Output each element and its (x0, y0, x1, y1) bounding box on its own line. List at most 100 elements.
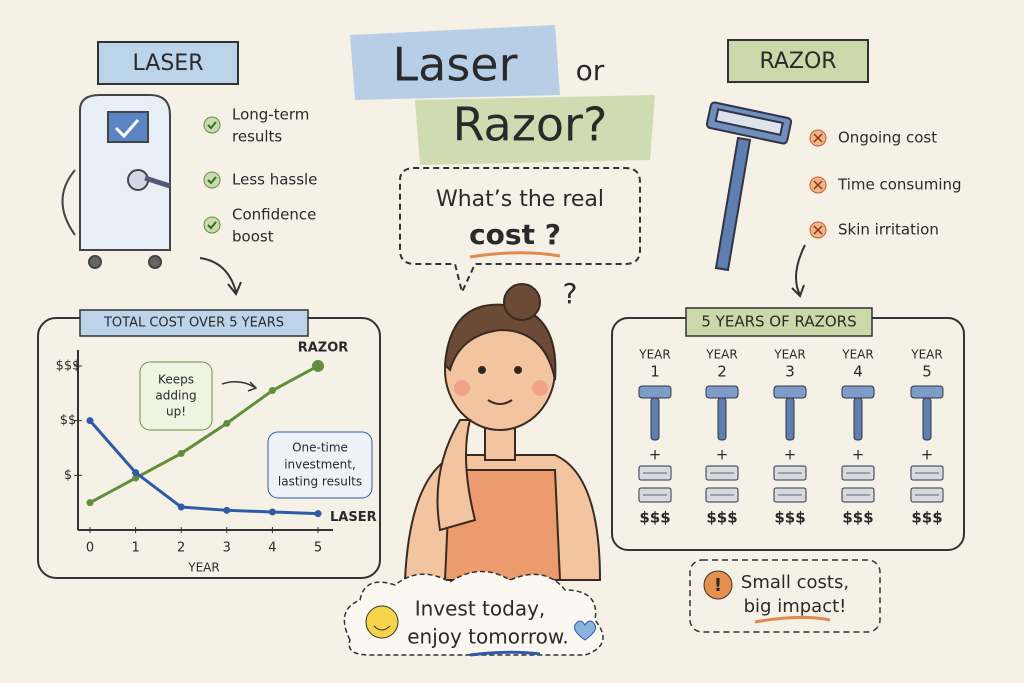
title-highlight (415, 95, 655, 165)
y-tick-label: $$$ (56, 358, 81, 373)
year-number: 4 (853, 363, 863, 381)
series-line (88, 419, 319, 516)
data-point (86, 499, 94, 507)
woman-illustration (403, 283, 602, 581)
razor-handle (922, 397, 932, 441)
x-tick-label: 0 (86, 541, 94, 556)
year-label: YEAR (638, 348, 670, 362)
razor-years-title: 5 YEARS OF RAZORS (701, 313, 856, 331)
question: cost ? (469, 218, 561, 251)
check-icon (203, 216, 221, 234)
annotation: lasting results (278, 475, 362, 489)
cost-label: $$$ (842, 509, 873, 527)
check-icon (203, 116, 221, 134)
smiley (365, 605, 399, 639)
x-tick-label: 4 (268, 541, 276, 556)
check-mark (207, 176, 217, 185)
razor-handle (650, 397, 660, 441)
razor-handle (785, 397, 795, 441)
cost-label: $$$ (706, 509, 737, 527)
check-mark (207, 221, 217, 230)
plus-sign: + (716, 446, 729, 464)
question-mark: ? (563, 277, 578, 310)
data-point (177, 449, 185, 457)
heart (574, 620, 596, 641)
underline (754, 615, 831, 624)
legend-label: LASER (330, 510, 377, 525)
razor-handle (717, 397, 727, 441)
legend-label: RAZOR (298, 340, 349, 355)
title: or (576, 54, 605, 87)
data-point (268, 387, 276, 395)
footer-text: Invest today, (415, 597, 546, 621)
note-box (689, 559, 881, 633)
razor-head (910, 385, 944, 399)
section-label: RAZOR (759, 49, 836, 74)
arrow (791, 244, 806, 298)
underline (469, 251, 561, 259)
title-highlight (350, 25, 560, 100)
footer-cloud (343, 570, 604, 656)
warning-icon (703, 570, 733, 600)
arrow (199, 257, 242, 296)
laser-label-box (97, 41, 239, 85)
data-point (223, 419, 231, 427)
benefit: results (232, 128, 282, 146)
year-number: 5 (922, 363, 932, 381)
drawback: Ongoing cost (838, 129, 937, 147)
year-number: 3 (785, 363, 795, 381)
razor-head (773, 385, 807, 399)
chart-title-box (79, 309, 309, 337)
x-tick-label: 1 (131, 541, 139, 556)
cost-label: $$$ (911, 509, 942, 527)
speech-bubble (399, 167, 641, 295)
annotation: One-time (292, 441, 348, 455)
data-point (268, 508, 276, 516)
cross-mark (813, 180, 823, 190)
smiley-mouth (373, 625, 391, 631)
year-label: YEAR (910, 348, 942, 362)
year-label: YEAR (705, 348, 737, 362)
x-tick-label: 3 (223, 541, 231, 556)
year-label: YEAR (773, 348, 805, 362)
razor-label-box (727, 39, 869, 83)
note-text: big impact! (744, 596, 847, 617)
y-tick-label: $ (64, 468, 72, 483)
plus-sign: + (921, 446, 934, 464)
plus-sign: + (852, 446, 865, 464)
data-point (132, 474, 140, 482)
note-text: Small costs, (741, 572, 849, 593)
benefit: Confidence (232, 206, 316, 224)
razor-illustration (705, 101, 793, 272)
annotation: up! (166, 405, 186, 419)
year-number: 2 (717, 363, 727, 381)
data-point (312, 359, 324, 372)
title: Laser (393, 38, 518, 92)
y-tick-label: $$ (60, 413, 77, 428)
series-line (89, 364, 319, 504)
annotation-box (139, 361, 213, 431)
plus-sign: + (649, 446, 662, 464)
data-point (223, 506, 231, 514)
annotation: investment, (284, 458, 356, 472)
chart-title: TOTAL COST OVER 5 YEARS (103, 316, 284, 331)
drawback: Time consuming (837, 176, 962, 194)
underline (469, 650, 541, 657)
cross-mark (813, 225, 823, 235)
check-mark (207, 121, 217, 130)
annotation: adding (155, 389, 196, 403)
cross-mark (813, 133, 823, 143)
check-icon (203, 171, 221, 189)
cost-label: $$$ (774, 509, 805, 527)
cost-label: $$$ (639, 509, 670, 527)
x-axis-label: YEAR (187, 561, 219, 575)
benefit: Less hassle (232, 171, 317, 189)
warning-mark: ! (714, 575, 722, 596)
data-point (132, 469, 140, 477)
benefit: boost (232, 228, 274, 246)
x-tick-label: 2 (177, 541, 185, 556)
year-label: YEAR (841, 348, 873, 362)
annotation: Keeps (158, 373, 194, 387)
benefit: Long-term (232, 106, 309, 124)
